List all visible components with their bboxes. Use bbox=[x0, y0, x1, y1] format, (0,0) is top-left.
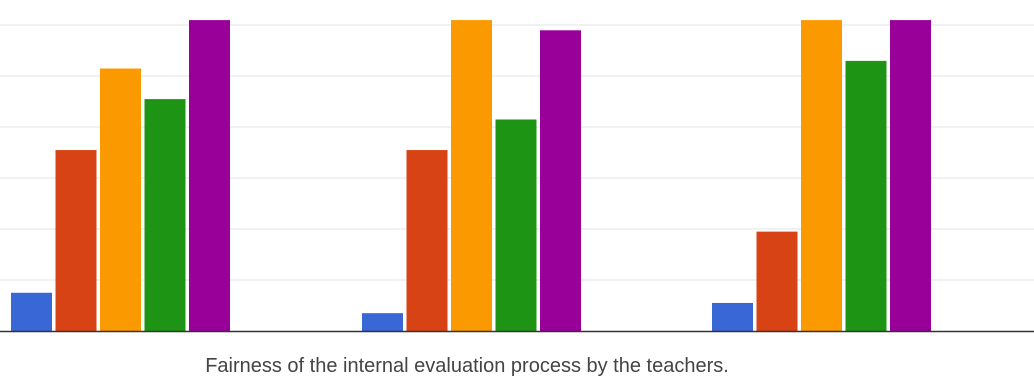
bar[interactable] bbox=[55, 150, 97, 331]
bar[interactable] bbox=[406, 150, 448, 331]
bar[interactable] bbox=[100, 68, 141, 332]
bars bbox=[11, 20, 931, 332]
category-labels: Fairness of the internal evaluation proc… bbox=[205, 355, 729, 377]
bar-group bbox=[712, 20, 931, 332]
bar[interactable] bbox=[11, 292, 52, 331]
bar[interactable] bbox=[495, 119, 537, 331]
bar[interactable] bbox=[362, 313, 403, 331]
bar[interactable] bbox=[845, 60, 887, 331]
bar[interactable] bbox=[144, 99, 186, 331]
bar[interactable] bbox=[451, 20, 492, 332]
bar[interactable] bbox=[189, 20, 230, 332]
bar-group bbox=[11, 20, 230, 332]
category-label: Fairness of the internal evaluation proc… bbox=[205, 355, 729, 377]
bar[interactable] bbox=[890, 20, 931, 332]
bar[interactable] bbox=[540, 30, 581, 332]
bar[interactable] bbox=[712, 302, 753, 331]
bar[interactable] bbox=[801, 20, 842, 332]
bar-group bbox=[362, 20, 581, 332]
bar[interactable] bbox=[756, 231, 798, 331]
